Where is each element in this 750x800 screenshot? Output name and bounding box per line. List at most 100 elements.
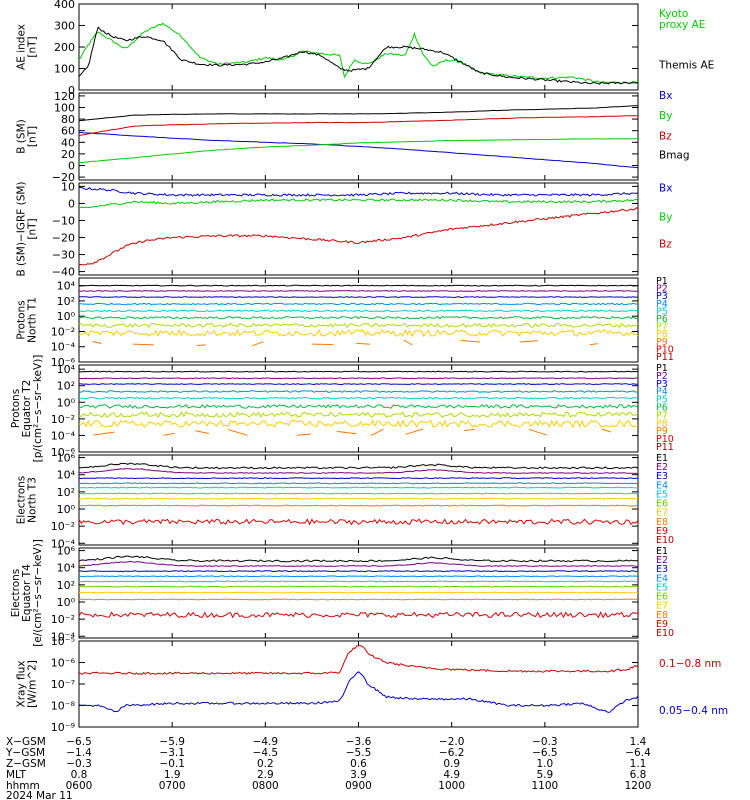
channel-label: P3	[656, 379, 668, 390]
footer-value: −0.3	[532, 736, 558, 748]
footer-row-label: MLT	[6, 769, 26, 781]
footer-value: 1.9	[164, 769, 181, 781]
channel-label: E9	[656, 526, 668, 537]
channel-label: P10	[656, 434, 674, 445]
channel-trace-p8	[78, 419, 639, 429]
channel-trace-p9	[132, 343, 154, 346]
channel-label: E5	[656, 582, 668, 593]
plot-area	[78, 462, 639, 526]
y-tick-label: −40	[52, 266, 75, 279]
channel-trace-e8	[78, 598, 639, 601]
channel-trace-e2	[78, 467, 639, 474]
channel-label: P7	[656, 322, 668, 333]
series-line-by	[78, 138, 638, 164]
channel-label: P2	[656, 284, 668, 295]
y-tick-label: 10⁻⁴	[51, 630, 76, 643]
channel-trace-e7	[78, 591, 639, 594]
y-tick-label: 40	[61, 136, 75, 149]
y-tick-label: −10	[52, 214, 75, 227]
channel-trace-p9	[296, 433, 312, 436]
channel-trace-p7	[78, 411, 639, 419]
footer-value: −6.5	[532, 747, 558, 759]
channel-label: E10	[656, 535, 674, 546]
channel-label: P8	[656, 329, 668, 340]
channel-trace-p9	[252, 341, 264, 347]
y-tick-label: 10²	[57, 579, 75, 592]
channel-trace-e3	[78, 570, 639, 573]
y-tick-label: 10⁰	[57, 596, 76, 609]
plot-area	[78, 22, 639, 85]
channel-label: P5	[656, 395, 668, 406]
y-tick-label: 10⁰	[57, 310, 76, 323]
footer-value: −3.6	[346, 736, 372, 748]
footer-value: −0.3	[66, 758, 92, 770]
channel-trace-e4	[78, 482, 639, 485]
y-axis-label: B (SM)−IGRF (SM)	[16, 181, 28, 276]
channel-trace-e6	[79, 585, 639, 588]
footer-value: −6.5	[66, 736, 92, 748]
channel-label: E3	[656, 471, 668, 482]
y-tick-label: 300	[54, 20, 75, 33]
y-tick-label: −20	[52, 171, 75, 184]
footer-value: −2.0	[439, 736, 465, 748]
series-line-bz	[78, 115, 638, 136]
footer-value: 4.9	[443, 769, 460, 781]
y-tick-label: 10⁻⁶	[51, 657, 76, 670]
channel-trace-p6	[78, 315, 639, 320]
legend-label: By	[659, 211, 672, 223]
plot-area	[78, 105, 639, 169]
footer-value: −6.2	[439, 747, 465, 759]
channel-trace-p9	[196, 344, 206, 346]
channel-label: P10	[656, 344, 674, 355]
ephemeris-footer: X−GSM −6.5 −5.9 −4.9 −3.6 −2.0 −0.3 1.4 Y−GSM −1.…	[5, 736, 651, 800]
footer-value: 0900	[345, 780, 372, 792]
y-tick-label: 10⁻⁴	[51, 537, 76, 550]
y-axis-label: [nT]	[27, 36, 39, 57]
channel-label: E6	[656, 592, 668, 603]
y-tick-label: 10⁻⁶	[51, 446, 76, 459]
footer-row-label: Y−GSM	[5, 747, 45, 759]
panel-pn: 10⁴ 10² 10⁰ 10⁻² 10⁻⁴ 10⁻⁶ Protons North T1 P1P2…	[16, 276, 674, 369]
footer-value: −6.4	[625, 747, 651, 759]
channel-label: E9	[656, 619, 668, 630]
footer-value: 1.4	[630, 736, 647, 748]
series-line-by	[78, 198, 639, 209]
footer-value: 0.9	[443, 758, 460, 770]
y-tick-label: 10⁻⁷	[51, 678, 75, 691]
y-axis-label: [e/(cm²−s−sr−keV)]	[32, 539, 44, 647]
footer-row-label: X−GSM	[6, 736, 46, 748]
footer-value: 0.6	[350, 758, 367, 770]
y-tick-label: 10⁶	[57, 545, 76, 558]
channel-trace-e1	[78, 555, 639, 563]
y-axis-label: [W/m^2]	[27, 660, 39, 708]
y-tick-label: 10⁻⁵	[51, 635, 75, 648]
panel-xray: 10⁻⁵ 10⁻⁶ 10⁻⁷ 10⁻⁸ 10⁻⁹ Xray flux [W/m^2] 0.1−…	[16, 635, 729, 734]
channel-label: E2	[656, 462, 668, 473]
legend-label: Themis AE	[658, 60, 714, 72]
y-tick-label: −20	[52, 232, 75, 245]
y-axis-label: AE index	[16, 24, 28, 70]
channel-trace-p6	[78, 404, 639, 409]
y-tick-label: 10⁻⁴	[51, 429, 76, 442]
legend-label: Kyoto	[659, 8, 688, 20]
channel-trace-p9	[519, 340, 538, 343]
channel-label: P4	[656, 299, 668, 310]
y-tick-label: 0	[68, 84, 75, 97]
footer-value: −4.9	[253, 736, 279, 748]
y-tick-label: 10⁶	[57, 452, 76, 465]
series-line-0-05-0-4-nm	[78, 671, 639, 713]
plot-area	[78, 370, 639, 436]
footer-value: −0.1	[159, 758, 185, 770]
series-line-themis-ae	[78, 26, 639, 85]
y-axis-label: Electrons	[10, 569, 22, 618]
plot-area	[78, 284, 639, 347]
legend-label: proxy AE	[659, 19, 705, 31]
y-axis-label: Equator T2	[21, 380, 33, 438]
y-tick-label: 400	[54, 0, 75, 11]
channel-trace-p9	[370, 428, 384, 436]
channel-label: P9	[656, 337, 668, 348]
